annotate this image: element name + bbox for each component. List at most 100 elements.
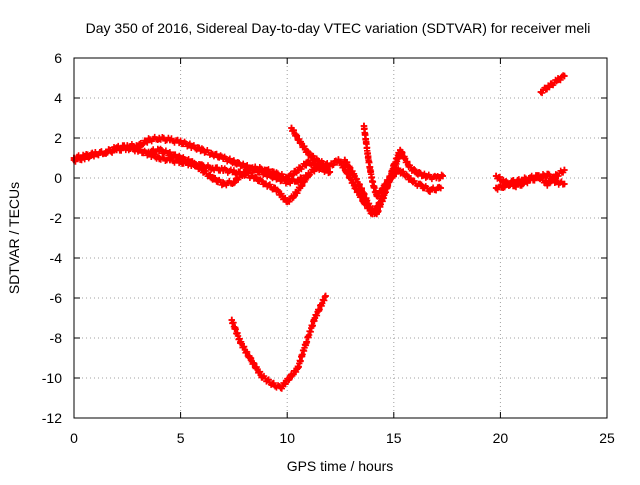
data-point	[262, 180, 270, 188]
data-point	[247, 356, 255, 364]
data-point	[220, 166, 227, 174]
data-point	[422, 172, 429, 180]
data-point	[277, 384, 285, 392]
data-point	[405, 162, 412, 170]
data-point	[358, 186, 366, 194]
data-point	[237, 338, 244, 346]
data-point	[492, 172, 500, 180]
data-point	[390, 164, 397, 172]
data-point	[411, 168, 419, 176]
y-tick-label: -8	[50, 330, 63, 346]
chart-title: Day 350 of 2016, Sidereal Day-to-day VTE…	[86, 20, 591, 36]
data-point	[241, 162, 248, 170]
data-point	[188, 158, 195, 166]
y-tick-label: -2	[50, 210, 63, 226]
data-point	[209, 164, 216, 172]
data-point	[561, 180, 568, 188]
data-point	[379, 194, 387, 202]
y-tick-label: -4	[50, 250, 63, 266]
data-point	[322, 292, 329, 300]
data-point	[145, 148, 152, 156]
data-point	[284, 198, 291, 206]
data-point	[492, 184, 500, 192]
data-point	[518, 176, 525, 184]
x-tick-label: 25	[599, 430, 615, 446]
data-point	[401, 170, 408, 178]
data-points	[70, 72, 568, 392]
data-point	[367, 204, 374, 212]
data-point	[156, 154, 163, 162]
data-point	[92, 150, 99, 158]
data-point	[286, 374, 293, 382]
data-point	[252, 164, 259, 172]
data-point	[166, 136, 174, 144]
data-point	[294, 166, 302, 174]
y-tick-label: 2	[54, 130, 62, 146]
data-point	[527, 174, 534, 182]
x-tick-label: 15	[386, 430, 402, 446]
series-track-j	[228, 292, 329, 392]
data-point	[156, 134, 163, 142]
data-point	[228, 316, 235, 324]
data-point	[296, 138, 304, 146]
data-point	[273, 170, 280, 178]
data-point	[230, 158, 238, 166]
data-point	[198, 146, 206, 154]
data-point	[262, 166, 270, 174]
data-point	[220, 154, 227, 162]
data-point	[305, 172, 312, 180]
data-point	[396, 150, 404, 158]
data-point	[335, 156, 342, 164]
y-tick-label: -12	[42, 410, 62, 426]
data-point	[535, 172, 542, 180]
data-point	[294, 364, 302, 372]
y-tick-label: 0	[54, 170, 62, 186]
data-point	[230, 168, 238, 176]
data-point	[409, 178, 417, 186]
data-point	[288, 124, 295, 132]
data-point	[439, 172, 447, 180]
data-point	[315, 158, 323, 166]
data-point	[373, 192, 380, 200]
data-point	[305, 150, 312, 158]
data-point	[156, 146, 163, 154]
data-point	[305, 158, 312, 166]
data-point	[369, 178, 376, 186]
data-point	[367, 166, 374, 174]
data-point	[552, 172, 560, 180]
data-point	[81, 152, 88, 160]
data-point	[102, 148, 110, 156]
data-point	[341, 156, 348, 164]
series-track-i	[537, 72, 568, 97]
data-point	[209, 150, 216, 158]
data-point	[433, 174, 440, 182]
y-tick-label: -10	[42, 370, 62, 386]
data-point	[544, 180, 551, 188]
data-point	[198, 166, 206, 174]
data-point	[386, 174, 393, 182]
data-point	[360, 122, 368, 130]
data-point	[241, 168, 248, 176]
x-axis-label: GPS time / hours	[287, 458, 394, 474]
data-point	[437, 184, 444, 192]
x-tick-label: 10	[279, 430, 295, 446]
data-point	[177, 154, 184, 162]
data-point	[124, 142, 131, 150]
data-point	[258, 372, 265, 380]
grid-lines	[74, 58, 607, 418]
y-tick-label: 6	[54, 50, 62, 66]
data-point	[561, 72, 568, 80]
data-point	[326, 168, 334, 176]
data-point	[166, 150, 174, 158]
data-point	[561, 166, 568, 174]
data-point	[373, 210, 380, 218]
series-track-f	[360, 122, 404, 200]
data-point	[362, 138, 370, 146]
y-axis-label: SDTVAR / TECUs	[6, 182, 22, 294]
data-point	[379, 184, 387, 192]
data-point	[209, 174, 216, 182]
data-point	[537, 88, 545, 96]
data-point	[365, 154, 372, 162]
